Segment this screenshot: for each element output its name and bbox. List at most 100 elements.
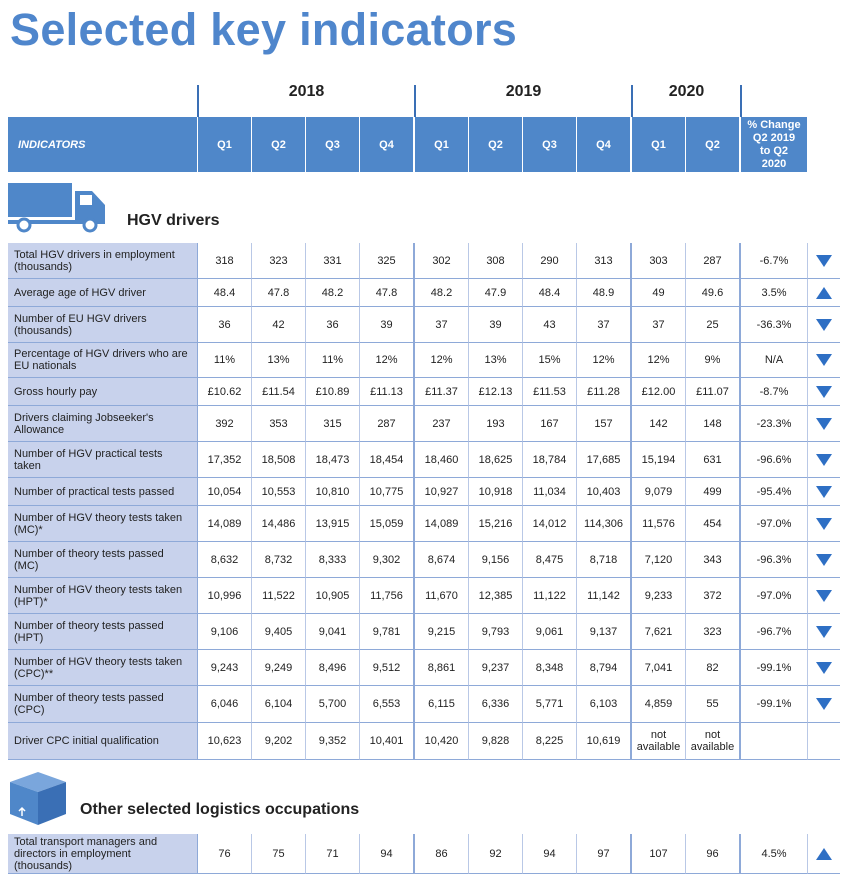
data-cell: 97	[577, 834, 631, 874]
data-cell: 49	[632, 279, 686, 307]
data-cell: 9,137	[577, 614, 631, 650]
data-cell: 9,156	[469, 542, 523, 578]
data-cell: 499	[686, 478, 740, 506]
data-cell: 8,225	[523, 723, 577, 760]
trend-arrow-shape	[816, 589, 832, 602]
data-cell: 55	[686, 686, 740, 723]
data-cell: 18,508	[252, 442, 306, 478]
change-cell: -99.1%	[741, 686, 808, 723]
trend-arrow	[816, 661, 832, 674]
data-cell: 37	[577, 307, 631, 343]
column-separator	[631, 243, 632, 760]
data-cell: 11,142	[577, 578, 631, 614]
data-cell: 8,861	[415, 650, 469, 686]
data-cell: 42	[252, 307, 306, 343]
data-cell: 313	[577, 243, 631, 279]
data-cell: 18,460	[415, 442, 469, 478]
data-cell: 9,793	[469, 614, 523, 650]
data-cell: 12%	[632, 343, 686, 378]
data-cell: 13,915	[306, 506, 360, 542]
data-cell: 9,061	[523, 614, 577, 650]
trend-arrow	[816, 589, 832, 602]
data-cell: not available	[632, 723, 686, 760]
arrow-cell	[808, 614, 840, 650]
data-cell: 9,405	[252, 614, 306, 650]
data-cell: 47.8	[360, 279, 414, 307]
page-title: Selected key indicators	[10, 4, 518, 55]
year-label: 2019	[505, 83, 542, 100]
data-cell: 9,237	[469, 650, 523, 686]
data-cell: 9,352	[306, 723, 360, 760]
data-cell: 17,352	[198, 442, 252, 478]
data-cell: 15,216	[469, 506, 523, 542]
data-cell: 7,041	[632, 650, 686, 686]
data-cell: £10.62	[198, 378, 252, 406]
trend-arrow	[816, 553, 832, 566]
truck-icon	[8, 183, 105, 233]
data-cell: 7,621	[632, 614, 686, 650]
header-cell: Q4	[577, 117, 631, 172]
data-cell: 12,385	[469, 578, 523, 614]
data-cell: 94	[360, 834, 414, 874]
trend-arrow-shape	[816, 417, 832, 430]
data-cell: 167	[523, 406, 577, 442]
data-cell: 47.8	[252, 279, 306, 307]
data-cell: 10,996	[198, 578, 252, 614]
trend-arrow-shape	[816, 318, 832, 331]
data-cell: 287	[360, 406, 414, 442]
data-cell: 308	[469, 243, 523, 279]
data-cell: 82	[686, 650, 740, 686]
header-cell: Q4	[360, 117, 414, 172]
data-cell: 14,089	[198, 506, 252, 542]
data-cell: 10,918	[469, 478, 523, 506]
change-cell	[741, 723, 808, 760]
data-cell: 392	[198, 406, 252, 442]
data-cell: 13%	[469, 343, 523, 378]
data-cell: 92	[469, 834, 523, 874]
data-cell: 10,054	[198, 478, 252, 506]
data-cell: 10,420	[415, 723, 469, 760]
data-cell: 9,202	[252, 723, 306, 760]
header-cell: Q1	[632, 117, 686, 172]
data-cell: 94	[523, 834, 577, 874]
data-cell: 48.4	[523, 279, 577, 307]
arrow-cell	[808, 442, 840, 478]
change-cell: -36.3%	[741, 307, 808, 343]
row-label: Number of practical tests passed	[8, 478, 198, 506]
change-cell: -96.3%	[741, 542, 808, 578]
data-cell: 6,336	[469, 686, 523, 723]
header-cell: % Change Q2 2019 to Q2 2020	[741, 117, 808, 172]
column-separator	[197, 243, 198, 760]
data-cell: £11.37	[415, 378, 469, 406]
data-cell: 86	[415, 834, 469, 874]
change-cell: -95.4%	[741, 478, 808, 506]
trend-arrow	[816, 517, 832, 530]
data-cell: 14,089	[415, 506, 469, 542]
trend-arrow-shape	[816, 453, 832, 466]
data-cell: 71	[306, 834, 360, 874]
data-cell: 157	[577, 406, 631, 442]
row-label: Number of HGV practical tests taken	[8, 442, 198, 478]
trend-arrow	[816, 286, 832, 299]
data-cell: 9%	[686, 343, 740, 378]
arrow-cell	[808, 378, 840, 406]
data-cell: 331	[306, 243, 360, 279]
data-cell: 237	[415, 406, 469, 442]
data-cell: 193	[469, 406, 523, 442]
data-cell: 11,756	[360, 578, 414, 614]
row-label: Gross hourly pay	[8, 378, 198, 406]
change-cell: N/A	[741, 343, 808, 378]
data-cell: 303	[632, 243, 686, 279]
data-cell: 8,674	[415, 542, 469, 578]
data-cell: 631	[686, 442, 740, 478]
trend-arrow-shape	[816, 517, 832, 530]
data-cell: 11,576	[632, 506, 686, 542]
data-cell: 11%	[306, 343, 360, 378]
trend-arrow-shape	[816, 847, 832, 860]
arrow-cell	[808, 279, 840, 307]
change-cell: -8.7%	[741, 378, 808, 406]
data-cell: 18,473	[306, 442, 360, 478]
data-cell: 48.9	[577, 279, 631, 307]
data-cell: 9,828	[469, 723, 523, 760]
data-cell: 315	[306, 406, 360, 442]
